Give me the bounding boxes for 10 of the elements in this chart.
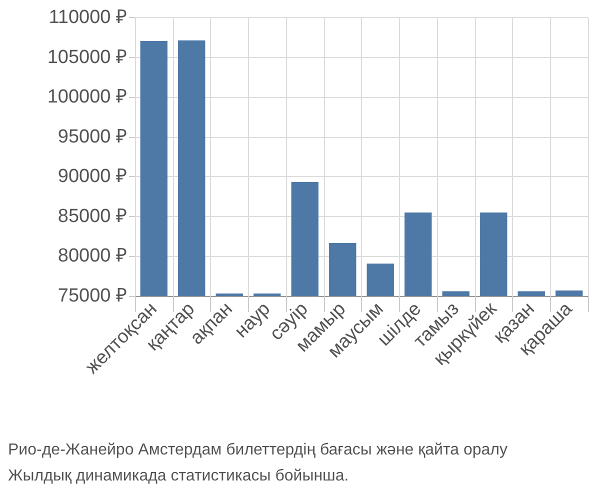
y-tick-label: 100000 ₽	[47, 86, 127, 108]
y-tick-label: 75000 ₽	[58, 286, 127, 306]
y-tick-label: 110000 ₽	[48, 7, 127, 28]
text: Жылдық динамикада статистикасы бойынша.	[8, 468, 349, 484]
y-tick-label: 90000 ₽	[58, 166, 127, 188]
y-tick-label: 80000 ₽	[58, 246, 127, 267]
y-tick-label: 85000 ₽	[58, 206, 127, 227]
y-tick-label: 95000 ₽	[58, 126, 127, 148]
y-tick-label: 105000 ₽	[47, 46, 127, 68]
text: Рио-де-Жанейро Амстердам билеттердің бағасы және қайта оралу	[8, 442, 508, 458]
